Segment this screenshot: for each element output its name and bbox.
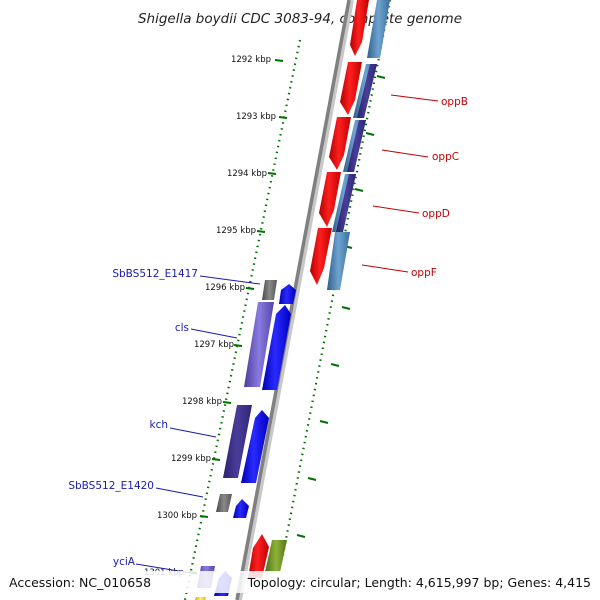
- gene-bar-slate[interactable]: [244, 302, 274, 387]
- outer-dotted-line: [280, 0, 392, 561]
- gene-bar-yellow[interactable]: [195, 597, 206, 600]
- gene-label-yciA[interactable]: yciA: [113, 556, 136, 568]
- label-leader-line: [199, 275, 261, 285]
- gene-arrow-red[interactable]: [310, 228, 332, 285]
- outer-tick-mark: [354, 188, 364, 192]
- gene-label-oppD[interactable]: oppD: [422, 208, 450, 220]
- gene-bar-grey[interactable]: [262, 280, 277, 300]
- outer-gene-labels: oppB oppC oppD oppF: [361, 94, 468, 279]
- gene-arrow-red[interactable]: [350, 0, 369, 56]
- gene-label-SbBS512_E1417[interactable]: SbBS512_E1417: [112, 268, 198, 280]
- gene-arrow-red[interactable]: [340, 62, 362, 115]
- label-leader-line: [361, 264, 409, 273]
- gene-bar-slate[interactable]: [336, 174, 356, 232]
- gene-arrow-red[interactable]: [319, 172, 341, 227]
- tick-mark: [222, 401, 232, 404]
- gene-label-oppC[interactable]: oppC: [432, 151, 459, 163]
- tick-label: 1294 kbp: [227, 169, 267, 179]
- label-leader-line: [169, 427, 217, 438]
- tick-mark: [278, 116, 288, 119]
- tick-label: 1297 kbp: [194, 340, 234, 350]
- gene-arrow-red[interactable]: [248, 534, 269, 578]
- tick-label: 1300 kbp: [157, 511, 197, 521]
- gene-label-oppF[interactable]: oppF: [411, 267, 437, 279]
- accession-text: Accession: NC_010658: [9, 575, 151, 590]
- ruler: 1292 kbp 1293 kbp 1294 kbp 1295 kbp 1296…: [144, 39, 302, 600]
- outer-ruler: [280, 0, 392, 561]
- forward-strand-features: [248, 0, 390, 578]
- footer-background: [0, 571, 600, 593]
- label-leader-line: [390, 94, 439, 102]
- outer-tick-mark: [319, 420, 329, 424]
- gene-label-cls[interactable]: cls: [175, 322, 189, 334]
- outer-tick-mark: [365, 132, 375, 136]
- tick-label: 1298 kbp: [182, 397, 222, 407]
- gene-bar-grey[interactable]: [216, 494, 232, 512]
- tick-mark: [245, 287, 255, 290]
- label-leader-line: [372, 205, 420, 214]
- tick-label: 1299 kbp: [171, 454, 211, 464]
- tick-mark: [267, 172, 277, 175]
- tick-label: 1293 kbp: [236, 112, 276, 122]
- gene-bar-olive[interactable]: [265, 540, 287, 572]
- tick-label: 1296 kbp: [205, 283, 245, 293]
- gene-bar-steel[interactable]: [327, 232, 350, 290]
- gene-bar-slate[interactable]: [357, 64, 377, 118]
- gene-label-kch[interactable]: kch: [149, 419, 168, 431]
- tick-mark: [274, 59, 284, 62]
- outer-tick-mark: [376, 75, 386, 79]
- reverse-strand-features: [195, 280, 296, 600]
- tick-label: 1292 kbp: [231, 55, 271, 65]
- gene-label-SbBS512_E1420[interactable]: SbBS512_E1420: [68, 480, 154, 492]
- tick-mark: [211, 458, 221, 461]
- gene-arrow-blue[interactable]: [233, 499, 249, 518]
- outer-tick-mark: [296, 534, 306, 538]
- topology-text: Topology: circular; Length: 4,615,997 bp…: [247, 575, 591, 590]
- gene-arrow-blue[interactable]: [279, 284, 296, 304]
- outer-tick-mark: [307, 477, 317, 481]
- gene-arrow-blue[interactable]: [262, 305, 291, 390]
- tick-mark: [233, 344, 243, 347]
- outer-tick-mark: [341, 306, 351, 310]
- tick-mark: [199, 515, 209, 518]
- tick-label: 1295 kbp: [216, 226, 256, 236]
- label-leader-line: [155, 487, 204, 498]
- inner-gene-labels: SbBS512_E1417 cls kch SbBS512_E1420 yciA: [68, 268, 261, 575]
- gene-arrow-blue[interactable]: [241, 410, 269, 483]
- gene-bar-slate[interactable]: [347, 120, 366, 172]
- gene-label-oppB[interactable]: oppB: [441, 96, 468, 108]
- tick-mark: [256, 230, 266, 233]
- label-leader-line: [190, 328, 238, 339]
- gene-bar-dslate[interactable]: [223, 405, 252, 478]
- gene-bar-steel[interactable]: [367, 0, 390, 58]
- label-leader-line: [381, 149, 429, 158]
- gene-arrow-red[interactable]: [329, 117, 351, 170]
- backbone-shadow: [236, 0, 354, 600]
- outer-tick-mark: [330, 363, 340, 367]
- map-title: Shigella boydii CDC 3083-94, complete ge…: [138, 11, 462, 27]
